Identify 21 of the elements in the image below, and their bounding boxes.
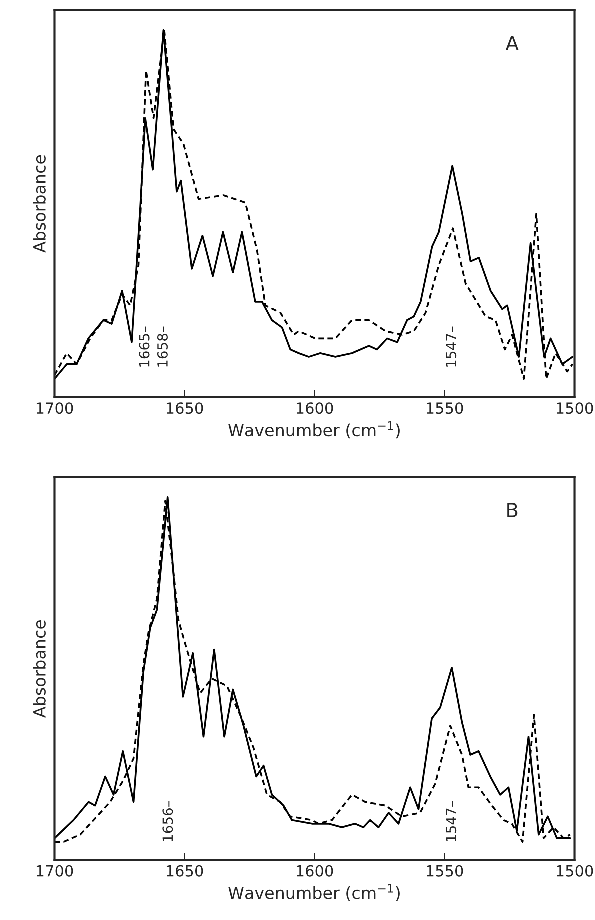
annotation: 1656– bbox=[162, 801, 174, 842]
annotation: 1547– bbox=[446, 801, 457, 842]
x-tick-label: 1700 bbox=[36, 865, 74, 877]
x-tick-label: 1550 bbox=[427, 865, 464, 877]
x-tick-label: 1650 bbox=[166, 402, 204, 414]
x-axis-title: Wavenumber (cm$^{−1}$) bbox=[228, 422, 400, 439]
x-tick-label: 1550 bbox=[427, 402, 464, 414]
annotation: A bbox=[506, 36, 519, 50]
y-axis-title: Absorbance bbox=[33, 620, 46, 718]
y-axis-title: Absorbance bbox=[33, 155, 46, 253]
annotation: B bbox=[508, 503, 518, 518]
annotation: 1547– bbox=[446, 326, 457, 367]
x-tick-label: 1600 bbox=[296, 865, 334, 877]
annotation: 1665– bbox=[139, 326, 150, 367]
x-tick-label: 1700 bbox=[36, 402, 74, 414]
x-tick-label: 1600 bbox=[296, 402, 334, 414]
x-tick-label: 1650 bbox=[166, 865, 204, 877]
x-axis-title: Wavenumber (cm$^{−1}$) bbox=[228, 884, 400, 902]
x-tick-label: 1500 bbox=[557, 402, 594, 414]
x-tick-label: 1500 bbox=[557, 865, 594, 877]
annotation: 1658– bbox=[157, 326, 168, 367]
